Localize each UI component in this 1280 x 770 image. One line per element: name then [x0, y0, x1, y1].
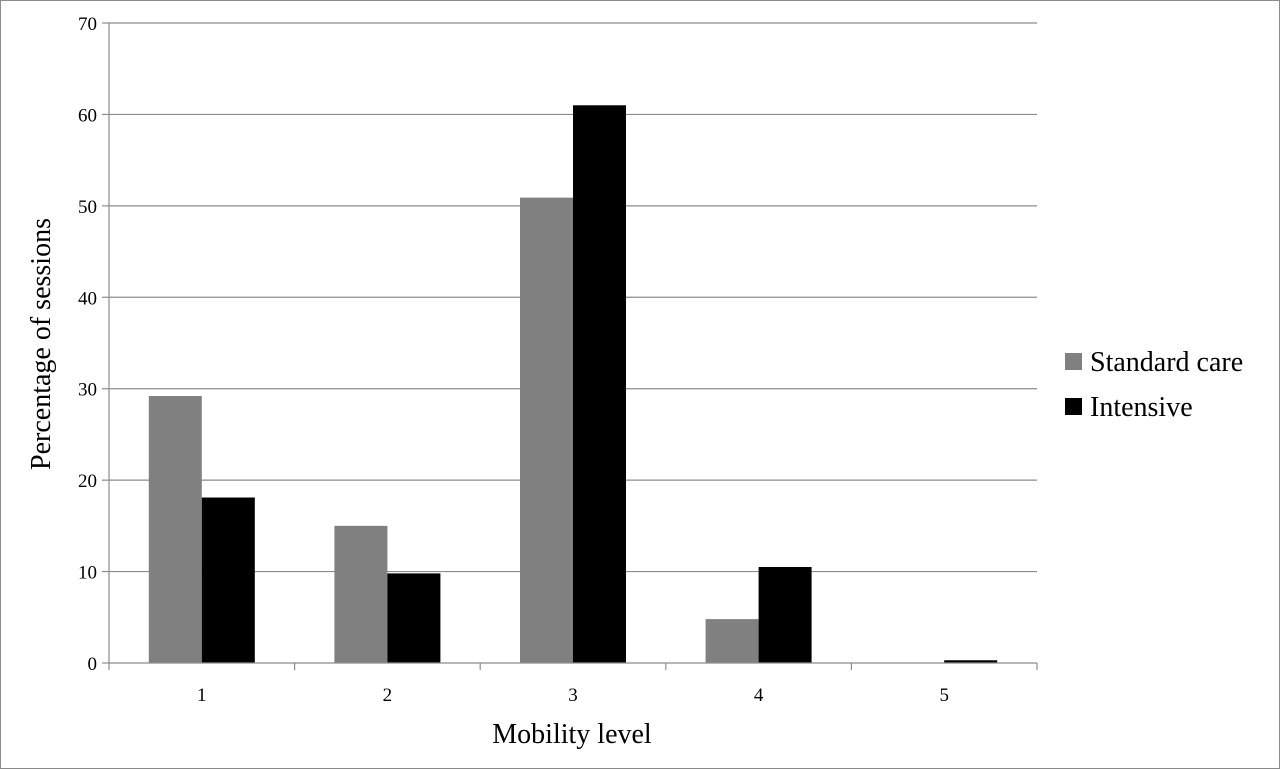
bar-intensive-2: [387, 573, 441, 663]
legend-swatch: [1065, 353, 1082, 370]
bar-standard-care-4: [705, 619, 759, 663]
y-tick-label: 20: [78, 471, 97, 492]
axes: [108, 23, 1038, 670]
y-tick-label: 10: [78, 563, 97, 584]
x-tick-labels: 1 2 3 4 5: [197, 685, 949, 706]
bar-standard-care-1: [148, 396, 202, 663]
bar-standard-care-3: [520, 197, 573, 663]
bars: [148, 105, 998, 664]
y-axis-title: Percentage of sessions: [26, 218, 57, 470]
x-tick-label: 2: [383, 685, 393, 706]
bar-intensive-3: [573, 105, 626, 664]
x-tick-label: 4: [754, 685, 764, 706]
y-tick-label: 30: [78, 380, 97, 401]
x-tick-label: 3: [568, 685, 578, 706]
x-tick-label: 1: [197, 685, 207, 706]
bar-intensive-5: [944, 660, 998, 663]
legend-label: Intensive: [1090, 392, 1193, 423]
y-tick-label: 0: [88, 654, 98, 675]
x-axis-title: Mobility level: [492, 719, 652, 750]
legend-label: Standard care: [1090, 347, 1243, 378]
legend-swatch: [1065, 398, 1082, 415]
bar-standard-care-2: [334, 525, 388, 663]
y-tick-label: 50: [78, 197, 97, 218]
y-tick-labels: 0 10 20 30 40 50 60 70: [78, 14, 97, 675]
x-tick-label: 5: [939, 685, 949, 706]
bar-intensive-4: [758, 567, 812, 663]
legend: Standard care Intensive: [1065, 347, 1243, 423]
bar-intensive-1: [201, 497, 255, 663]
y-tick-label: 70: [78, 14, 97, 35]
y-tick-label: 40: [78, 288, 97, 309]
y-tick-label: 60: [78, 105, 97, 126]
